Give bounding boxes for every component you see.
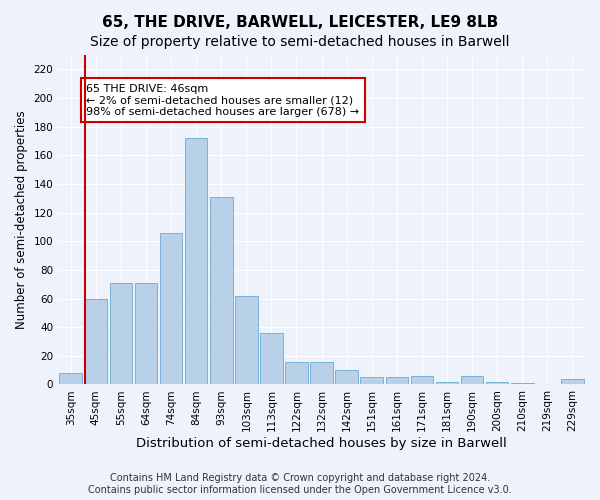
Bar — [110, 283, 132, 384]
Bar — [134, 283, 157, 384]
Bar — [85, 298, 107, 384]
Text: Size of property relative to semi-detached houses in Barwell: Size of property relative to semi-detach… — [90, 35, 510, 49]
Bar — [511, 383, 533, 384]
Bar — [561, 378, 584, 384]
Bar — [59, 373, 82, 384]
Bar — [210, 197, 233, 384]
Bar — [410, 376, 433, 384]
Y-axis label: Number of semi-detached properties: Number of semi-detached properties — [15, 110, 28, 329]
Text: 65 THE DRIVE: 46sqm
← 2% of semi-detached houses are smaller (12)
98% of semi-de: 65 THE DRIVE: 46sqm ← 2% of semi-detache… — [86, 84, 359, 117]
Bar — [185, 138, 208, 384]
Bar — [310, 362, 333, 384]
X-axis label: Distribution of semi-detached houses by size in Barwell: Distribution of semi-detached houses by … — [136, 437, 507, 450]
Bar — [461, 376, 484, 384]
Bar — [486, 382, 508, 384]
Bar — [285, 362, 308, 384]
Text: 65, THE DRIVE, BARWELL, LEICESTER, LE9 8LB: 65, THE DRIVE, BARWELL, LEICESTER, LE9 8… — [102, 15, 498, 30]
Bar — [160, 232, 182, 384]
Bar — [361, 378, 383, 384]
Bar — [436, 382, 458, 384]
Bar — [235, 296, 257, 384]
Bar — [335, 370, 358, 384]
Text: Contains HM Land Registry data © Crown copyright and database right 2024.
Contai: Contains HM Land Registry data © Crown c… — [88, 474, 512, 495]
Bar — [260, 333, 283, 384]
Bar — [386, 378, 408, 384]
